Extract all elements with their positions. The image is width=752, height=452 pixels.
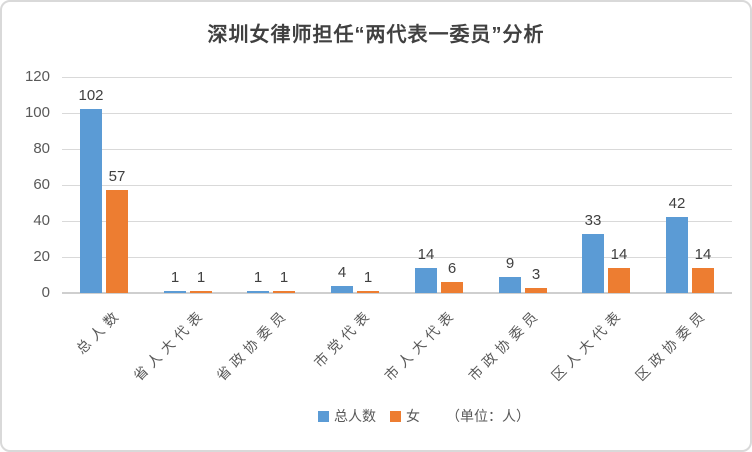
bar-total [582, 234, 604, 293]
data-label: 102 [78, 87, 104, 104]
data-label: 6 [447, 260, 457, 277]
y-tick-label: 20 [33, 248, 50, 265]
legend-swatch-icon [318, 410, 329, 422]
unit-note: （单位：人） [446, 408, 530, 424]
data-label: 14 [694, 246, 712, 263]
data-label: 9 [505, 255, 515, 272]
y-tick-label: 120 [24, 68, 50, 85]
gridline [62, 113, 732, 114]
gridline [62, 185, 732, 186]
legend: 总人数 女 （单位：人） [318, 406, 530, 426]
bar-female [190, 291, 212, 293]
gridline [62, 257, 732, 258]
bar-female [692, 268, 714, 293]
bar-female [441, 282, 463, 293]
gridline [62, 149, 732, 150]
y-tick-label: 100 [24, 104, 50, 121]
data-label: 1 [279, 269, 289, 286]
y-tick-label: 80 [33, 140, 50, 157]
legend-item-total: 总人数 [318, 406, 376, 426]
bar-total [164, 291, 186, 293]
data-label: 3 [531, 266, 541, 283]
bar-female [608, 268, 630, 293]
bar-female [357, 291, 379, 293]
bar-total [666, 217, 688, 293]
data-label: 14 [417, 246, 435, 263]
bar-female [106, 190, 128, 293]
bar-female [525, 288, 547, 293]
bar-total [331, 286, 353, 293]
bar-female [273, 291, 295, 293]
x-axis-line [62, 292, 732, 294]
legend-swatch-icon [390, 410, 401, 422]
bar-total [415, 268, 437, 293]
y-tick-label: 0 [41, 284, 50, 301]
data-label: 1 [363, 269, 373, 286]
bar-total [499, 277, 521, 293]
legend-items: 总人数 女 [318, 406, 420, 426]
chart-title: 深圳女律师担任“两代表一委员”分析 [207, 24, 545, 46]
data-label: 33 [584, 212, 602, 229]
legend-label: 总人数 [334, 408, 376, 424]
legend-item-female: 女 [390, 406, 420, 426]
data-label: 1 [170, 269, 180, 286]
data-label: 4 [337, 264, 347, 281]
data-label: 57 [108, 168, 126, 185]
legend-label: 女 [406, 408, 420, 424]
data-label: 14 [610, 246, 628, 263]
gridline [62, 77, 732, 78]
data-label: 1 [196, 269, 206, 286]
bar-total [80, 109, 102, 293]
y-tick-label: 60 [33, 176, 50, 193]
data-label: 42 [668, 195, 686, 212]
bar-total [247, 291, 269, 293]
data-label: 1 [253, 269, 263, 286]
gridline [62, 221, 732, 222]
y-tick-label: 40 [33, 212, 50, 229]
